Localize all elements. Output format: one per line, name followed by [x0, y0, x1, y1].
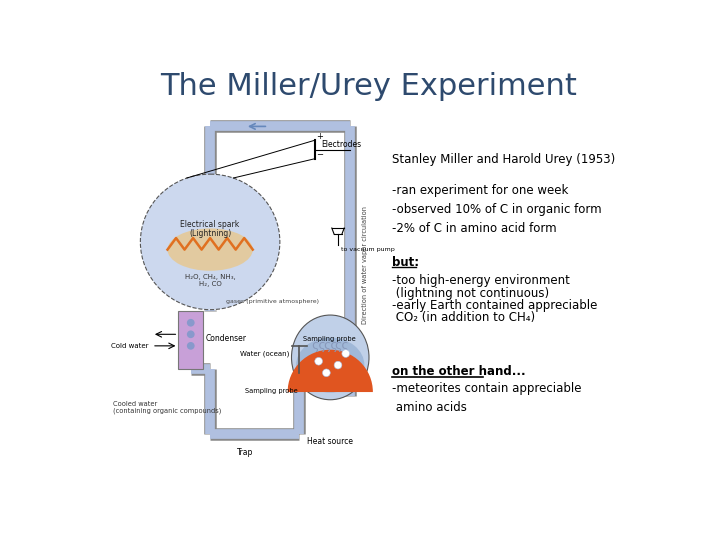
Text: Sampling probe: Sampling probe [245, 388, 298, 394]
Wedge shape [287, 350, 373, 392]
Text: Cooled water
(containing organic compounds): Cooled water (containing organic compoun… [113, 401, 222, 414]
Circle shape [323, 369, 330, 377]
Text: -ran experiment for one week
-observed 10% of C in organic form
-2% of C in amin: -ran experiment for one week -observed 1… [392, 184, 602, 235]
Text: +: + [316, 132, 323, 141]
Text: ςς: ςς [323, 339, 338, 353]
Ellipse shape [140, 174, 280, 309]
Text: -too high-energy environment: -too high-energy environment [392, 274, 570, 287]
Circle shape [334, 361, 342, 369]
Text: Heat source: Heat source [307, 437, 354, 445]
Circle shape [187, 330, 194, 338]
Text: −: − [316, 150, 323, 159]
Text: CO₂ (in addition to CH₄): CO₂ (in addition to CH₄) [392, 311, 536, 324]
Text: The Miller/Urey Experiment: The Miller/Urey Experiment [161, 72, 577, 101]
Circle shape [187, 319, 194, 327]
Text: Water (ocean): Water (ocean) [240, 350, 289, 357]
Text: Electrical spark: Electrical spark [181, 220, 240, 230]
Text: (Lightning): (Lightning) [189, 229, 231, 238]
Circle shape [342, 350, 350, 357]
Text: -early Earth contained appreciable: -early Earth contained appreciable [392, 299, 598, 312]
Text: on the other hand...: on the other hand... [392, 365, 526, 378]
Text: Electrodes: Electrodes [321, 140, 361, 150]
Circle shape [315, 357, 323, 365]
Text: ςς: ςς [311, 339, 326, 353]
Text: Stanley Miller and Harold Urey (1953): Stanley Miller and Harold Urey (1953) [392, 153, 616, 166]
Ellipse shape [292, 315, 369, 400]
Text: Condenser: Condenser [205, 334, 246, 343]
Ellipse shape [296, 338, 364, 393]
Ellipse shape [168, 228, 253, 271]
Text: Sampling probe: Sampling probe [303, 336, 356, 342]
Text: H₂, CO: H₂, CO [199, 281, 222, 287]
Text: to vacuum pump: to vacuum pump [341, 247, 395, 252]
Text: ςς: ςς [335, 339, 349, 353]
Text: (lightning not continuous): (lightning not continuous) [392, 287, 549, 300]
Text: -meteorites contain appreciable
 amino acids: -meteorites contain appreciable amino ac… [392, 382, 582, 414]
Text: Direction of water vapor circulation: Direction of water vapor circulation [362, 206, 368, 324]
Circle shape [187, 342, 194, 350]
Text: Cold water: Cold water [112, 343, 149, 349]
Text: H₂O, CH₄, NH₃,: H₂O, CH₄, NH₃, [185, 274, 235, 280]
Text: but:: but: [392, 256, 419, 269]
FancyBboxPatch shape [179, 311, 203, 369]
Text: Trap: Trap [237, 448, 253, 457]
Text: gases (primitive atmosphere): gases (primitive atmosphere) [225, 300, 319, 305]
